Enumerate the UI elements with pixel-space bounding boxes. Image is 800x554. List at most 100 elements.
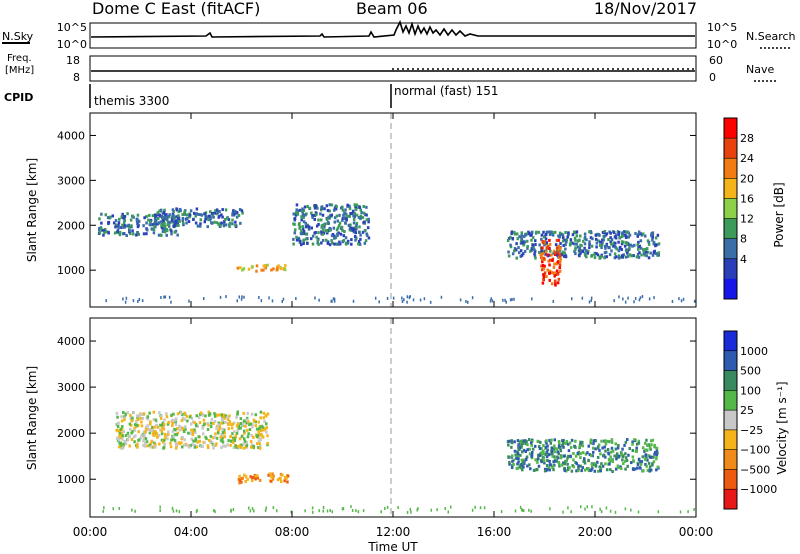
velocity-data-cell <box>532 468 536 472</box>
velocity-data-cell <box>214 443 217 447</box>
power-data-cell <box>636 252 640 256</box>
power-ground-cell <box>225 295 227 299</box>
velocity-data-cell <box>568 441 572 445</box>
power-data-cell <box>346 239 350 243</box>
velocity-data-cell <box>207 423 210 427</box>
power-ground-cell <box>406 295 409 299</box>
power-ground-cell <box>314 296 316 300</box>
power-data-cell <box>548 242 552 246</box>
velocity-data-cell <box>234 444 237 448</box>
velocity-colorbar-tick-label: 25 <box>740 404 754 417</box>
velocity-data-cell <box>656 451 659 455</box>
velocity-data-cell <box>586 467 590 471</box>
power-data-cell <box>314 211 318 215</box>
velocity-data-cell <box>227 423 230 427</box>
power-data-cell <box>307 225 311 229</box>
velocity-data-cell <box>621 447 624 451</box>
power-data-cell <box>354 205 357 209</box>
velocity-data-cell <box>592 439 596 443</box>
power-data-cell <box>209 210 212 214</box>
velocity-data-cell <box>597 443 601 447</box>
velocity-data-cell <box>252 435 255 439</box>
power-data-cell <box>558 269 562 273</box>
power-ground-cell <box>613 299 615 303</box>
power-ground-cell <box>105 299 107 303</box>
velocity-colorbar-segment <box>724 429 737 451</box>
power-data-cell <box>552 251 555 255</box>
velocity-data-cell <box>137 430 140 434</box>
velocity-data-cell <box>552 468 555 472</box>
power-data-cell <box>316 206 319 210</box>
power-data-cell <box>590 244 594 248</box>
power-data-cell <box>649 251 652 255</box>
velocity-data-cell <box>602 453 606 457</box>
power-data-cell <box>345 218 348 222</box>
power-data-cell <box>582 239 585 243</box>
power-data-cell <box>296 212 300 216</box>
power-data-cell <box>530 238 533 242</box>
velocity-data-cell <box>546 467 549 471</box>
power-data-cell <box>367 217 370 221</box>
power-data-cell <box>232 209 235 213</box>
power-data-cell <box>601 230 605 234</box>
velocity-data-cell <box>553 446 557 450</box>
velocity-data-cell <box>232 441 235 445</box>
power-data-cell <box>524 233 528 237</box>
velocity-ground-cell <box>386 505 389 509</box>
power-data-cell <box>519 249 523 253</box>
velocity-data-cell <box>122 430 125 434</box>
power-data-cell <box>588 246 591 250</box>
velocity-data-cell <box>648 469 651 473</box>
power-data-cell <box>657 253 660 257</box>
velocity-data-cell <box>510 454 514 458</box>
power-data-cell <box>609 236 612 240</box>
velocity-data-cell <box>164 436 167 440</box>
power-data-cell <box>349 223 352 227</box>
velocity-data-cell <box>220 413 224 417</box>
power-data-cell <box>575 230 579 234</box>
power-data-cell <box>599 243 602 247</box>
velocity-data-cell <box>191 420 195 424</box>
power-data-cell <box>153 225 156 229</box>
power-data-cell <box>557 238 560 242</box>
velocity-ground-cell <box>247 506 250 510</box>
velocity-data-cell <box>223 416 226 420</box>
nsky-trace <box>90 19 695 38</box>
power-data-cell <box>338 221 342 225</box>
velocity-data-cell <box>520 445 523 449</box>
power-data-cell <box>308 206 312 210</box>
power-data-cell <box>588 230 591 234</box>
power-data-cell <box>142 224 145 228</box>
velocity-data-cell <box>604 439 607 443</box>
velocity-data-cell <box>172 412 175 416</box>
power-data-cell <box>357 242 360 246</box>
velocity-data-cell <box>511 459 514 463</box>
velocity-data-cell <box>178 424 181 428</box>
power-data-cell <box>166 215 169 219</box>
power-ground-cell <box>490 297 492 301</box>
velocity-data-cell <box>586 451 589 455</box>
power-data-cell <box>172 220 176 224</box>
velocity-data-cell <box>128 435 131 439</box>
power-ground-cell <box>236 299 239 303</box>
velocity-data-cell <box>521 442 524 446</box>
power-data-cell <box>646 250 649 254</box>
velocity-data-cell <box>579 456 582 460</box>
power-data-cell <box>588 242 591 246</box>
power-ground-cell <box>624 300 627 304</box>
power-data-cell <box>114 225 117 229</box>
power-data-cell <box>632 254 635 258</box>
velocity-data-cell <box>522 465 525 469</box>
power-ground-cell <box>141 299 144 303</box>
velocity-data-cell <box>569 445 573 449</box>
power-data-cell <box>555 238 559 242</box>
velocity-data-cell <box>528 447 531 451</box>
velocity-data-cell <box>592 442 595 446</box>
velocity-ground-cell <box>614 510 617 514</box>
velocity-data-cell <box>172 420 176 424</box>
power-data-cell <box>189 209 193 213</box>
power-data-cell <box>583 235 587 239</box>
power-data-cell <box>118 217 121 221</box>
power-data-cell <box>586 251 589 255</box>
velocity-data-cell <box>223 431 226 435</box>
